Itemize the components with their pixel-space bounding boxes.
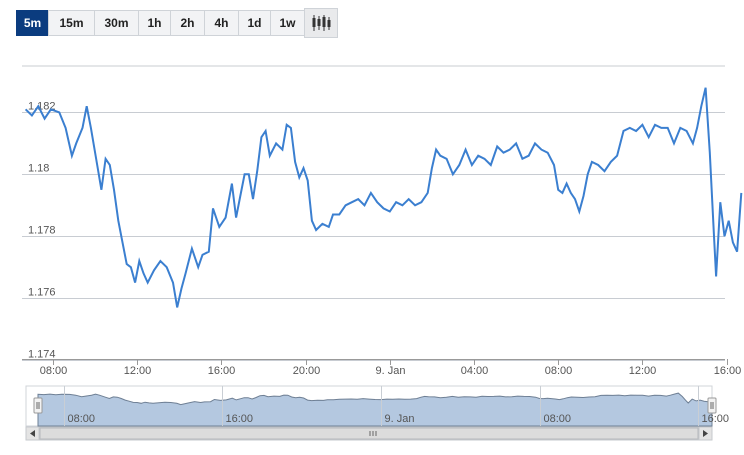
navigator-scrollbar[interactable]: [25, 426, 713, 441]
y-tick-label: 1.18: [28, 163, 49, 175]
x-tick-label: 16:00: [208, 365, 236, 377]
arrow-left-icon: [30, 430, 35, 437]
x-tick-label: 16:00: [714, 365, 742, 377]
x-tick-label: 04:00: [461, 365, 489, 377]
x-tick-label: 08:00: [40, 365, 68, 377]
navigator-tick-label: 16:00: [226, 413, 254, 425]
timeframe-button-1d[interactable]: 1d: [238, 10, 270, 36]
navigator-tick-label: 08:00: [68, 413, 96, 425]
navigator-tick-label: 9. Jan: [385, 413, 415, 425]
x-tick-label: 12:00: [124, 365, 152, 377]
x-tick-label: 08:00: [545, 365, 573, 377]
timeframe-button-15m[interactable]: 15m: [48, 10, 94, 36]
navigator-right-handle[interactable]: [707, 397, 717, 414]
chart-type-button[interactable]: [304, 8, 338, 38]
y-tick-label: 1.182: [28, 101, 56, 113]
timeframe-toolbar: 5m 15m 30m 1h 2h 4h 1d 1w: [16, 8, 338, 38]
navigator[interactable]: 08:00 16:00 9. Jan 08:00 16:00: [25, 385, 730, 441]
timeframe-button-1h[interactable]: 1h: [138, 10, 170, 36]
y-tick-label: 1.174: [28, 349, 56, 361]
y-axis-labels: 1.174 1.176 1.178 1.18 1.182: [28, 101, 56, 361]
timeframe-button-5m[interactable]: 5m: [16, 10, 48, 36]
x-axis-labels: 08:00 12:00 16:00 20:00 9. Jan 04:00 08:00 12:0…: [40, 365, 742, 377]
y-tick-label: 1.176: [28, 287, 56, 299]
timeframe-button-2h[interactable]: 2h: [170, 10, 204, 36]
navigator-series-area: [37, 392, 713, 427]
chart-grid: [22, 65, 728, 365]
x-tick-label: 20:00: [293, 365, 321, 377]
x-tick-label: 12:00: [629, 365, 657, 377]
x-tick-label: 9. Jan: [376, 365, 406, 377]
arrow-right-icon: [703, 430, 708, 437]
y-tick-label: 1.178: [28, 225, 56, 237]
navigator-tick-label: 16:00: [702, 413, 730, 425]
timeframe-button-4h[interactable]: 4h: [204, 10, 238, 36]
price-series-line: [24, 87, 743, 308]
candlestick-icon: [312, 15, 331, 31]
timeframe-button-30m[interactable]: 30m: [94, 10, 138, 36]
scrollbar-thumb[interactable]: [39, 427, 699, 440]
timeframe-button-1w[interactable]: 1w: [270, 10, 304, 36]
navigator-left-handle[interactable]: [33, 397, 43, 414]
navigator-tick-label: 08:00: [544, 413, 572, 425]
